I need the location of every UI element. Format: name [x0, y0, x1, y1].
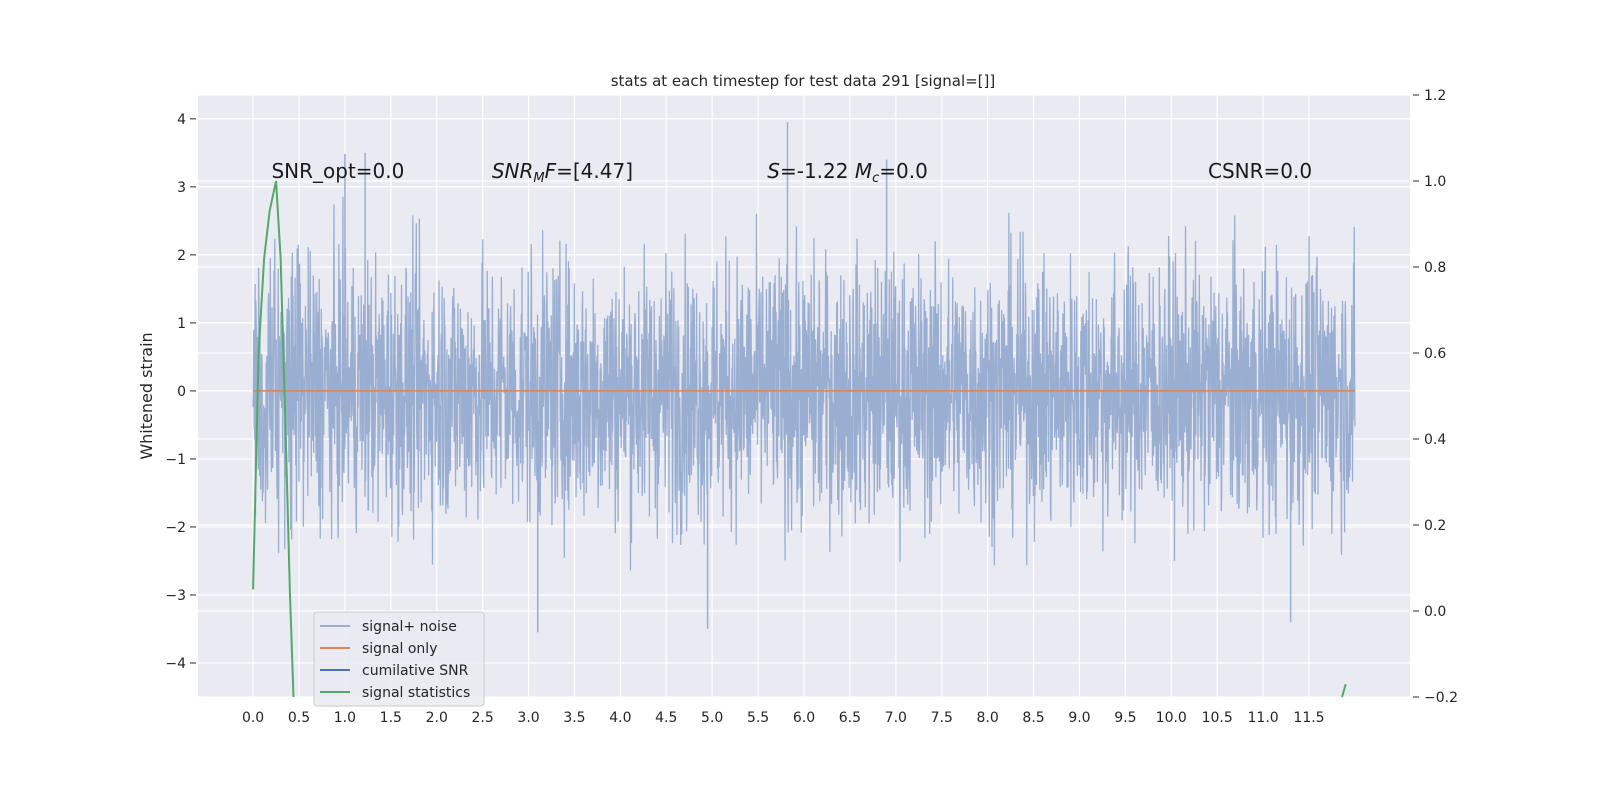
x-tick-label: 8.0 [977, 710, 999, 726]
x-tick-label: 11.0 [1248, 710, 1279, 726]
statistics-line [252, 180, 295, 698]
x-tick-label: 6.5 [839, 710, 861, 726]
legend-box [313, 611, 485, 707]
legend-label: signal only [362, 641, 437, 657]
y2-tick-label: 1.2 [1424, 88, 1446, 104]
noise-line [252, 196, 1356, 571]
x-tick-label: 2.5 [472, 710, 494, 726]
x-tick-label: 1.0 [334, 710, 356, 726]
x-tick-label: 7.0 [885, 710, 907, 726]
x-tick-label: 9.0 [1068, 710, 1090, 726]
x-tick-label: 5.0 [701, 710, 723, 726]
x-tick-label: 9.5 [1114, 710, 1136, 726]
annotation-snr-mf: SNRMF=[4.47] [492, 159, 633, 186]
y-tick-label: −3 [165, 588, 186, 604]
y-tick-label: 0 [177, 384, 186, 400]
annotation-csnr: CSNR=0.0 [1208, 159, 1312, 183]
y-tick-label: −4 [165, 656, 186, 672]
legend-label: cumilative SNR [362, 663, 469, 679]
legend-label: signal+ noise [362, 619, 457, 635]
x-tick-label: 0.5 [288, 710, 310, 726]
x-tick-label: 5.5 [747, 710, 769, 726]
y-tick-label: 4 [177, 112, 186, 128]
x-tick-label: 4.5 [655, 710, 677, 726]
series-signal-noise [252, 122, 1356, 633]
y-tick-label: 2 [177, 248, 186, 264]
x-tick-label: 10.5 [1202, 710, 1233, 726]
annotations: SNR_opt=0.0 SNRMF=[4.47] S=-1.22 Mc=0.0 CSN… [271, 159, 1312, 186]
y2-tick-label: 0.0 [1424, 604, 1446, 620]
y2-axis-ticks: −0.2 0.0 0.2 0.4 0.6 0.8 1.0 1.2 [1413, 88, 1458, 706]
y-axis-label: Whitened strain [137, 332, 156, 459]
x-tick-label: 6.0 [793, 710, 815, 726]
y-tick-label: −1 [165, 452, 186, 468]
x-tick-label: 11.5 [1293, 710, 1324, 726]
y-tick-label: −2 [165, 520, 186, 536]
y2-tick-label: 1.0 [1424, 174, 1446, 190]
legend: signal+ noise signal only cumilative SNR si… [313, 611, 485, 707]
x-tick-label: 10.0 [1156, 710, 1187, 726]
y2-tick-label: −0.2 [1424, 690, 1458, 706]
annotation-s-mc: S=-1.22 Mc=0.0 [767, 159, 928, 186]
series-signal-statistics [252, 180, 1347, 698]
y2-tick-label: 0.8 [1424, 260, 1446, 276]
statistics-tail-line [1341, 683, 1347, 698]
x-tick-label: 3.0 [517, 710, 539, 726]
x-axis-ticks: 0.0 0.5 1.0 1.5 2.0 2.5 3.0 3.5 4.0 4.5 5.0 5.5 6.0 6… [242, 710, 1325, 726]
x-tick-label: 8.5 [1022, 710, 1044, 726]
y-tick-label: 1 [177, 316, 186, 332]
x-tick-label: 7.5 [931, 710, 953, 726]
y-axis-ticks: −4 −3 −2 −1 0 1 2 3 4 [165, 112, 196, 672]
x-tick-label: 2.0 [426, 710, 448, 726]
x-tick-label: 1.5 [380, 710, 402, 726]
y2-tick-label: 0.4 [1424, 432, 1446, 448]
chart-title: stats at each timestep for test data 291… [611, 72, 996, 90]
y2-tick-label: 0.2 [1424, 518, 1446, 534]
x-tick-label: 4.0 [609, 710, 631, 726]
annotation-snr-opt: SNR_opt=0.0 [271, 159, 404, 183]
y-tick-label: 3 [177, 180, 186, 196]
x-tick-label: 0.0 [242, 710, 264, 726]
x-tick-label: 3.5 [563, 710, 585, 726]
legend-label: signal statistics [362, 685, 470, 701]
y2-tick-label: 0.6 [1424, 346, 1446, 362]
